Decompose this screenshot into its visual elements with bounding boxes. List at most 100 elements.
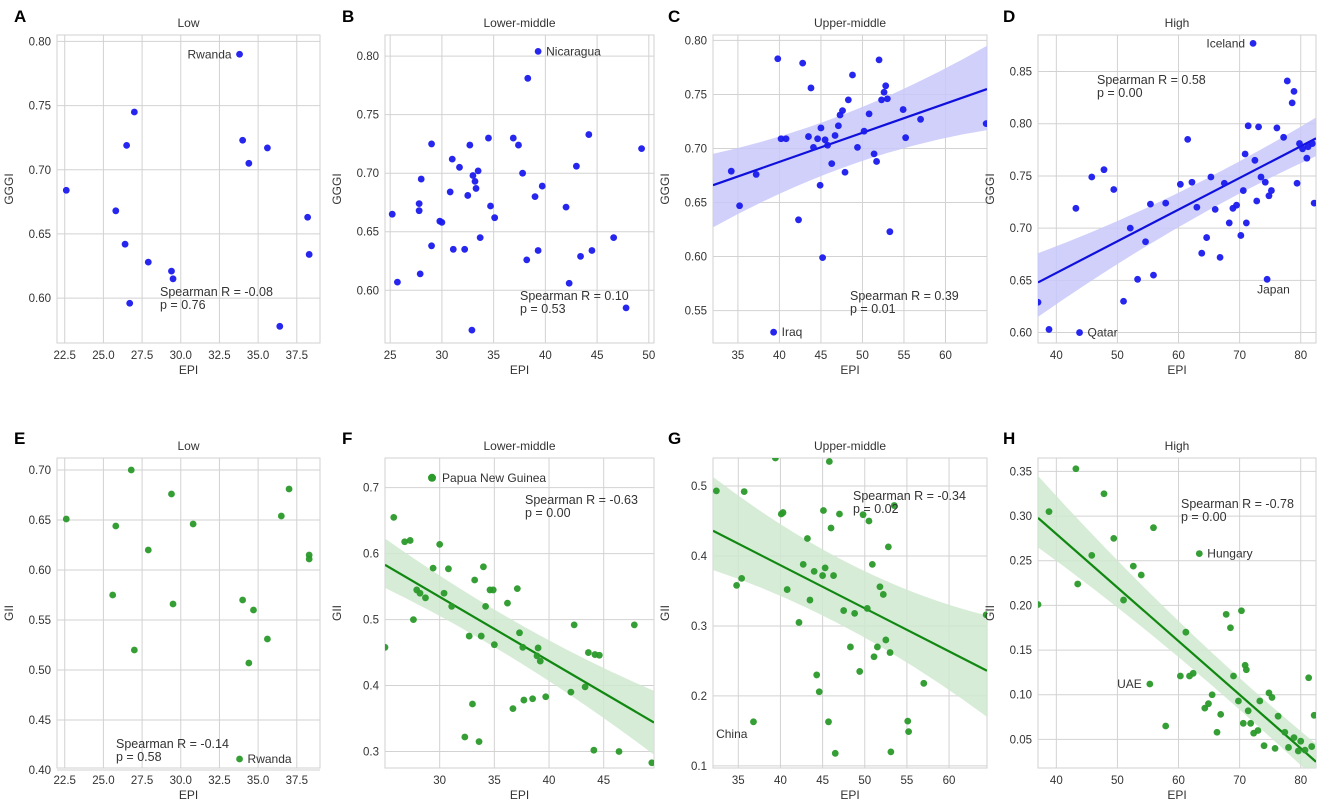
x-tick-label: 70: [1233, 775, 1246, 787]
data-point: [239, 596, 247, 604]
data-point: [834, 122, 842, 130]
data-point: [1293, 179, 1301, 187]
data-point: [820, 507, 827, 514]
data-point: [127, 466, 135, 474]
data-point: [520, 696, 528, 704]
spearman-r-label: Spearman R = -0.14: [116, 737, 229, 751]
data-point: [1076, 329, 1083, 336]
data-point: [1244, 122, 1252, 130]
data-point: [1235, 697, 1242, 705]
data-point: [461, 245, 469, 253]
data-point: [1216, 253, 1224, 261]
data-point: [868, 560, 876, 568]
data-point: [1162, 199, 1170, 207]
x-axis-label: EPI: [1167, 363, 1186, 377]
data-point: [123, 141, 131, 149]
data-point: [388, 210, 396, 218]
data-point: [415, 200, 423, 208]
data-point: [305, 555, 313, 563]
data-point: [795, 216, 802, 224]
data-point: [865, 517, 873, 525]
data-point: [1045, 508, 1053, 516]
data-point: [482, 603, 490, 610]
y-tick-label: 0.6: [363, 549, 379, 561]
panel-title: Low: [177, 16, 199, 30]
data-point: [468, 326, 476, 334]
data-point: [1274, 712, 1282, 720]
data-point: [1213, 728, 1221, 736]
data-point: [1147, 200, 1154, 208]
p-value-label: p = 0.76: [160, 298, 206, 312]
panel-letter: H: [1003, 429, 1015, 448]
spearman-r-label: Spearman R = -0.08: [160, 285, 273, 299]
regression-line: [713, 529, 987, 672]
data-point: [736, 202, 743, 210]
y-tick-label: 0.05: [1010, 734, 1032, 746]
data-point: [878, 96, 885, 104]
regression-line: [385, 563, 654, 724]
data-point: [840, 607, 848, 614]
country-label: Iceland: [1206, 36, 1245, 50]
x-tick-label: 50: [642, 350, 655, 362]
data-point: [480, 563, 487, 571]
data-point: [490, 641, 498, 649]
data-point: [630, 621, 638, 629]
data-point: [1074, 580, 1082, 588]
data-point: [1176, 180, 1184, 188]
data-point: [727, 167, 735, 175]
x-tick-label: 30.0: [170, 350, 192, 362]
data-point: [513, 585, 521, 592]
x-axis-label: EPI: [510, 363, 529, 377]
data-point: [1305, 674, 1313, 682]
x-tick-label: 40: [539, 350, 552, 362]
data-point: [1198, 249, 1206, 257]
p-value-label: p = 0.00: [1097, 86, 1143, 100]
data-point: [1242, 219, 1250, 227]
y-tick-label: 0.60: [1010, 328, 1032, 340]
panel-d: 40 50 60 70 80 0.60 0.65 0.70 0.75 0.80 0.85 Icelan…: [983, 7, 1317, 377]
data-point: [590, 746, 598, 754]
x-tick-label: 30.0: [170, 775, 192, 787]
data-point: [109, 591, 117, 599]
plot-frame: [384, 457, 655, 769]
data-point: [534, 247, 542, 254]
x-tick-label: 50: [1111, 775, 1124, 787]
data-point: [1220, 179, 1228, 187]
data-point: [615, 748, 623, 755]
data-point: [982, 120, 987, 128]
data-point: [836, 510, 843, 518]
data-point: [1247, 719, 1255, 727]
data-point: [1142, 238, 1149, 246]
data-point: [1088, 551, 1096, 559]
data-point: [1038, 601, 1042, 608]
country-label: Rwanda: [188, 47, 232, 61]
data-point: [740, 488, 748, 495]
data-point: [876, 583, 884, 591]
x-tick-label: 45: [591, 350, 604, 362]
data-point: [562, 203, 570, 211]
x-tick-label: 50: [1111, 350, 1124, 362]
data-point: [456, 163, 463, 171]
panel-letter: F: [342, 429, 352, 448]
x-tick-label: 60: [1172, 350, 1185, 362]
country-label: Japan: [1257, 282, 1290, 296]
data-point: [264, 144, 271, 152]
x-tick-label: 27.5: [131, 350, 153, 362]
data-point: [828, 160, 836, 168]
data-point: [475, 738, 483, 746]
data-point: [62, 186, 70, 194]
panel-title: Low: [177, 439, 199, 453]
panel-title: Upper-middle: [814, 16, 886, 30]
x-tick-label: 35.0: [247, 775, 269, 787]
data-point: [168, 267, 175, 275]
data-point: [144, 546, 152, 554]
data-point: [1303, 154, 1311, 162]
country-label: Qatar: [1088, 326, 1118, 340]
data-point: [799, 59, 807, 67]
data-point: [1283, 77, 1291, 85]
y-tick-label: 0.75: [1010, 171, 1032, 183]
data-point: [859, 511, 867, 519]
data-point: [585, 131, 593, 138]
x-tick-label: 32.5: [208, 350, 230, 362]
data-point: [1237, 232, 1245, 239]
